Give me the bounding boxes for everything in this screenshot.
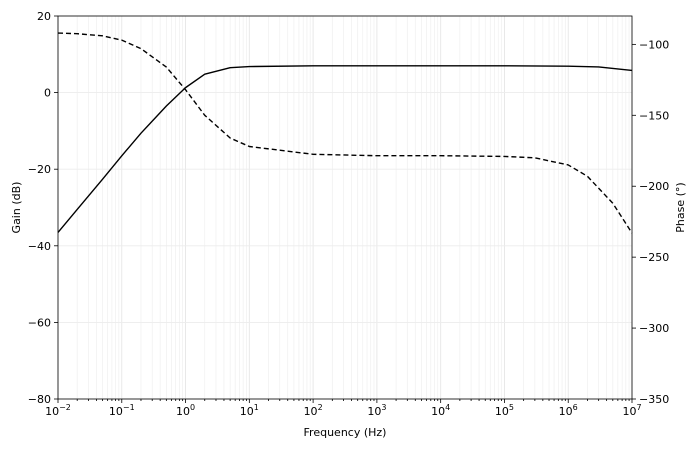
x-axis-label: Frequency (Hz) bbox=[304, 426, 387, 439]
x-tick-label: 107 bbox=[622, 403, 641, 418]
x-tick-label: 106 bbox=[559, 403, 578, 418]
x-tick-label: 102 bbox=[304, 403, 323, 418]
axes: 10−2 10−1 100 101 102 103 104 105 106 107 20 0 −20 −4… bbox=[28, 10, 669, 418]
gain-series-line bbox=[57, 65, 633, 233]
x-tick-label: 10−2 bbox=[45, 403, 71, 418]
y-tick-label: 0 bbox=[44, 87, 51, 100]
y2-tick-label: −150 bbox=[639, 109, 669, 122]
y-tick-label: −80 bbox=[28, 393, 51, 406]
y-tick-label: −40 bbox=[28, 240, 51, 253]
y-tick-label: −20 bbox=[28, 163, 51, 176]
plot-area bbox=[58, 16, 632, 399]
y-axis-label: Gain (dB) bbox=[10, 182, 23, 234]
y-tick-label: −60 bbox=[28, 316, 51, 329]
y2-tick-label: −200 bbox=[639, 180, 669, 193]
y2-tick-label: −250 bbox=[639, 251, 669, 264]
y2-axis-label: Phase (°) bbox=[674, 182, 687, 232]
y2-tick-label: −100 bbox=[639, 38, 669, 51]
x-tick-label: 101 bbox=[240, 403, 259, 418]
x-tick-label: 104 bbox=[431, 403, 450, 418]
y-tick-label: 20 bbox=[37, 10, 51, 23]
grid-lines bbox=[57, 15, 633, 400]
y2-tick-label: −300 bbox=[639, 322, 669, 335]
x-tick-label: 100 bbox=[176, 403, 195, 418]
phase-series-line bbox=[57, 32, 633, 234]
plot-frame bbox=[57, 15, 633, 400]
x-tick-label: 10−1 bbox=[109, 403, 135, 418]
y2-tick-label: −350 bbox=[639, 393, 669, 406]
x-tick-label: 103 bbox=[367, 403, 386, 418]
x-tick-label: 105 bbox=[495, 403, 514, 418]
series-layer bbox=[57, 32, 633, 234]
